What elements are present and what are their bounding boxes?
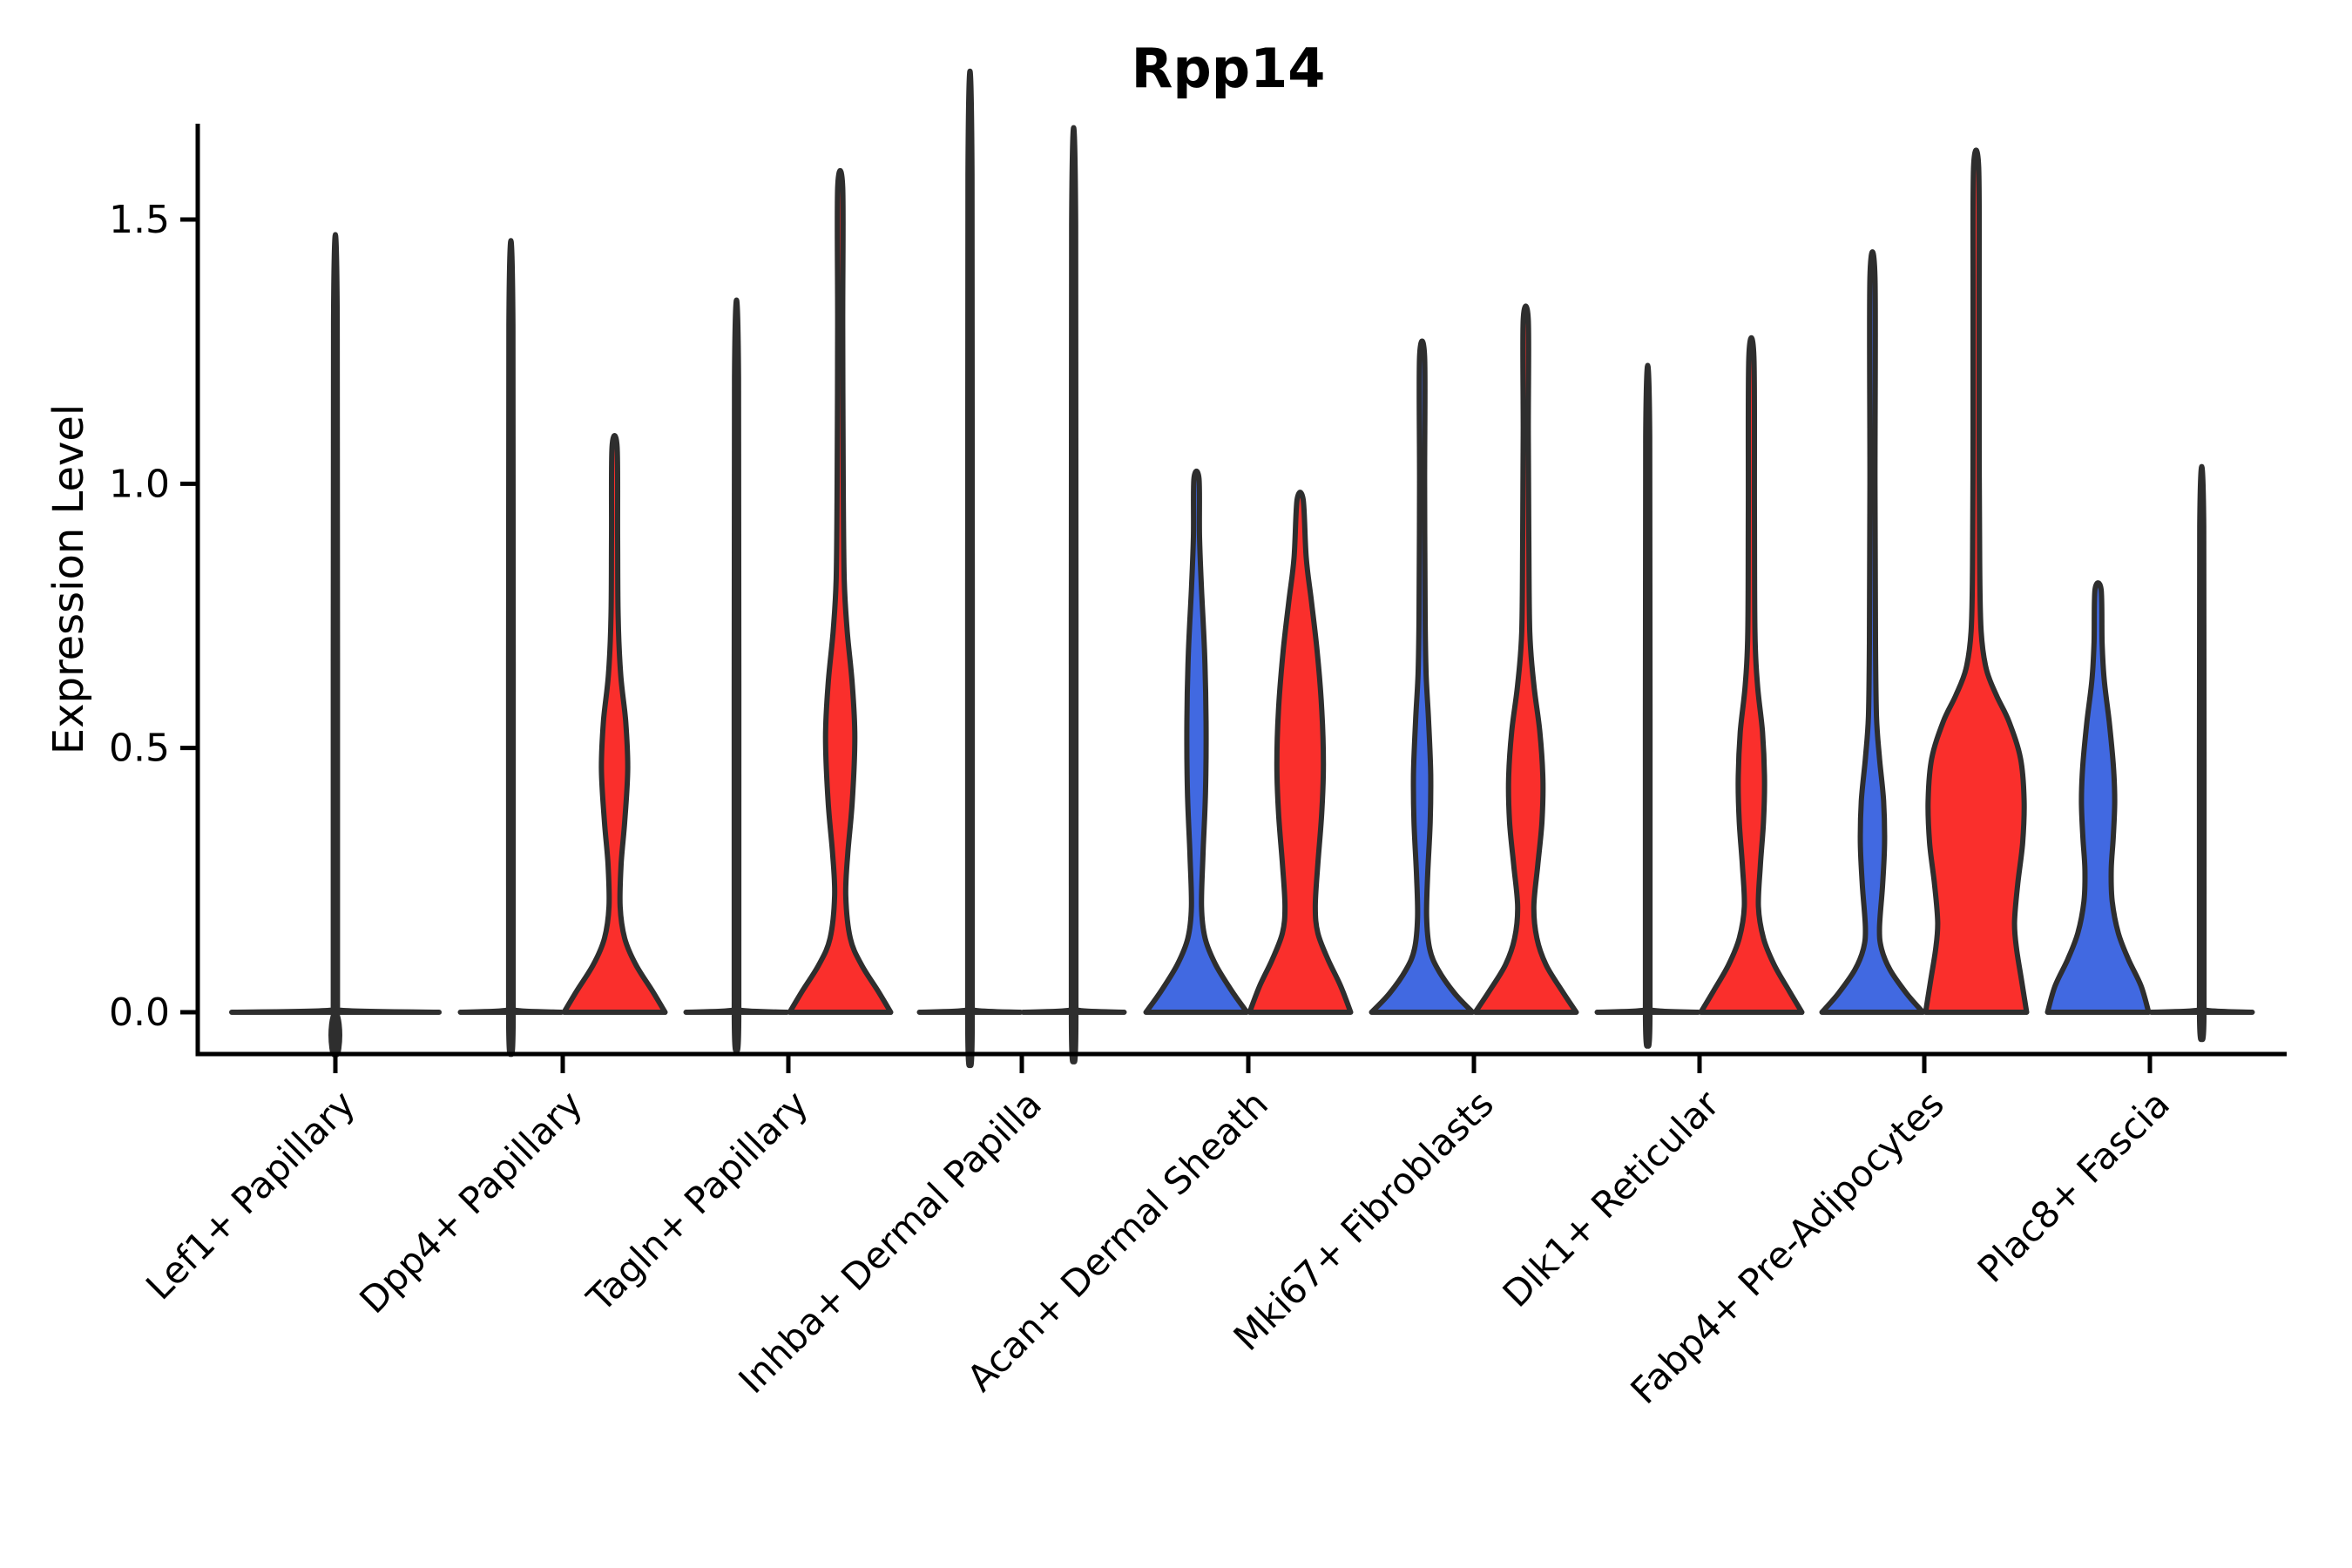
y-tick-label: 1.5 xyxy=(109,198,170,242)
violin-tagln-papillary-right xyxy=(787,167,894,1015)
x-tick-label-tagln-papillary: Tagln+ Papillary xyxy=(578,1082,816,1320)
violin-lef1-papillary-center xyxy=(229,232,442,1058)
x-tick-label-dpp4-papillary: Dpp4+ Papillary xyxy=(351,1082,591,1321)
violins-group xyxy=(229,68,2255,1068)
violin-acan-dermal-sheath-right xyxy=(1247,490,1354,1015)
violin-dpp4-papillary-left xyxy=(457,238,564,1058)
violin-dlk1-reticular-right xyxy=(1698,335,1805,1015)
y-tick-label: 0.5 xyxy=(109,727,170,771)
violin-fabp4-pre-adipocytes-right xyxy=(1923,147,2030,1015)
violin-mki67-fibroblasts-right xyxy=(1472,303,1579,1015)
y-axis-ticks: 0.0 0.5 1.0 1.5 xyxy=(109,198,198,1035)
violin-fabp4-pre-adipocytes-left xyxy=(1819,249,1926,1015)
x-tick-label-lef1-papillary: Lef1+ Papillary xyxy=(138,1082,363,1308)
x-tick-label-mki67-fibroblasts: Mki67+ Fibroblasts xyxy=(1226,1082,1502,1358)
violin-inhba-dermal-papilla-left xyxy=(916,68,1024,1068)
violin-tagln-papillary-left xyxy=(683,297,790,1053)
y-tick-label: 1.0 xyxy=(109,462,170,506)
violin-plac8-fascia-left xyxy=(2044,580,2152,1015)
chart-title: Rpp14 xyxy=(1132,37,1326,100)
y-tick-label: 0.0 xyxy=(109,990,170,1035)
violin-inhba-dermal-papilla-right xyxy=(1020,125,1127,1064)
violin-dlk1-reticular-left xyxy=(1594,362,1701,1049)
y-axis-label: Expression Level xyxy=(44,404,93,755)
violin-mki67-fibroblasts-left xyxy=(1369,338,1476,1015)
violin-dpp4-papillary-right xyxy=(561,433,668,1015)
x-tick-label-dlk1-reticular: Dlk1+ Reticular xyxy=(1495,1082,1728,1315)
x-tick-label-plac8-fascia: Plac8+ Fascia xyxy=(1970,1082,2178,1290)
violin-plac8-fascia-right xyxy=(2148,463,2255,1043)
violin-acan-dermal-sheath-left xyxy=(1143,468,1250,1015)
